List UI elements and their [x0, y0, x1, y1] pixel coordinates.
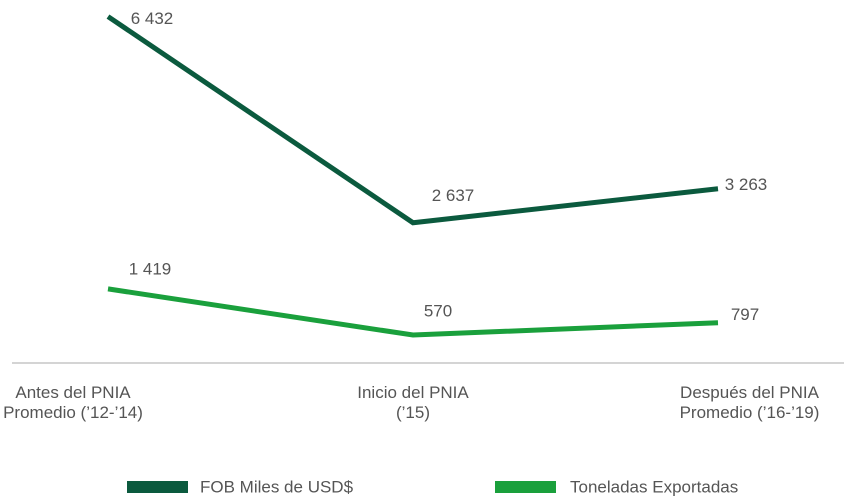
series-line [107, 286, 719, 338]
legend-label: FOB Miles de USD$ [200, 477, 354, 496]
series-line [106, 14, 719, 226]
data-label: 1 419 [129, 259, 172, 278]
x-tick-label: Después del PNIA Promedio (’16-’19) [679, 383, 820, 422]
data-label: 797 [731, 305, 759, 324]
data-label: 3 263 [725, 175, 768, 194]
data-label: 2 637 [432, 186, 475, 205]
legend-label: Toneladas Exportadas [570, 477, 738, 496]
x-tick-label: Inicio del PNIA (’15) [357, 383, 469, 422]
data-label: 6 432 [131, 9, 174, 28]
legend-swatch [127, 481, 188, 493]
x-tick-label: Antes del PNIA Promedio (’12-’14) [3, 383, 143, 422]
data-label: 570 [424, 302, 452, 321]
legend-swatch [495, 481, 556, 493]
